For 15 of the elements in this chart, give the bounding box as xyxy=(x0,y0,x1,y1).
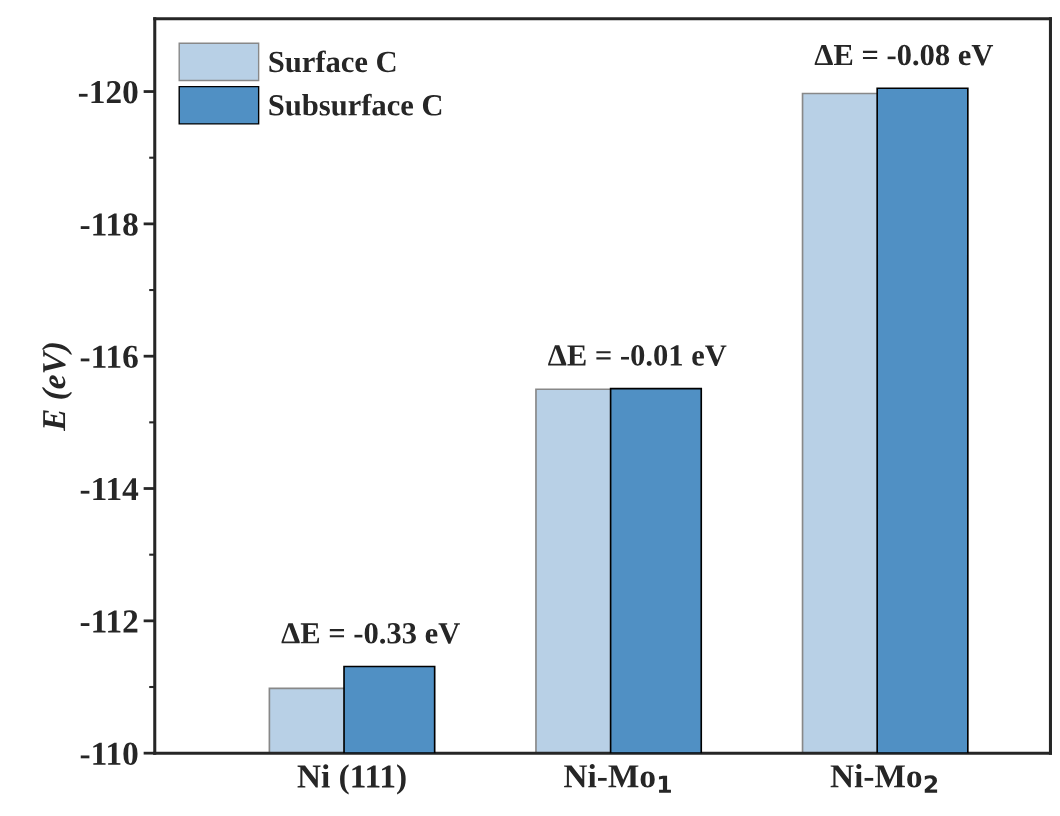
y-tick-label: -120 xyxy=(78,80,138,104)
legend-label: Surface C xyxy=(269,50,396,73)
annotation: ΔE = -0.08 eV xyxy=(814,44,994,66)
y-axis-title: E (eV) xyxy=(41,343,73,432)
annotation: ΔE = -0.01 eV xyxy=(548,345,727,366)
x-tick-label: Ni-Mo$_{2}$ xyxy=(830,764,938,793)
y-tick-label: -114 xyxy=(80,478,139,501)
x-tick-label: Ni-Mo$_{1}$ xyxy=(564,764,671,793)
y-tick-label: -116 xyxy=(80,345,138,369)
y-tick-label: -112 xyxy=(80,610,138,633)
legend-label: Subsurface C xyxy=(269,93,442,116)
annotation: ΔE = -0.33 eV xyxy=(281,623,460,644)
x-tick-label: Ni (111) xyxy=(297,764,406,795)
y-tick-label: -118 xyxy=(80,213,138,236)
y-tick-label: -110 xyxy=(80,742,138,766)
